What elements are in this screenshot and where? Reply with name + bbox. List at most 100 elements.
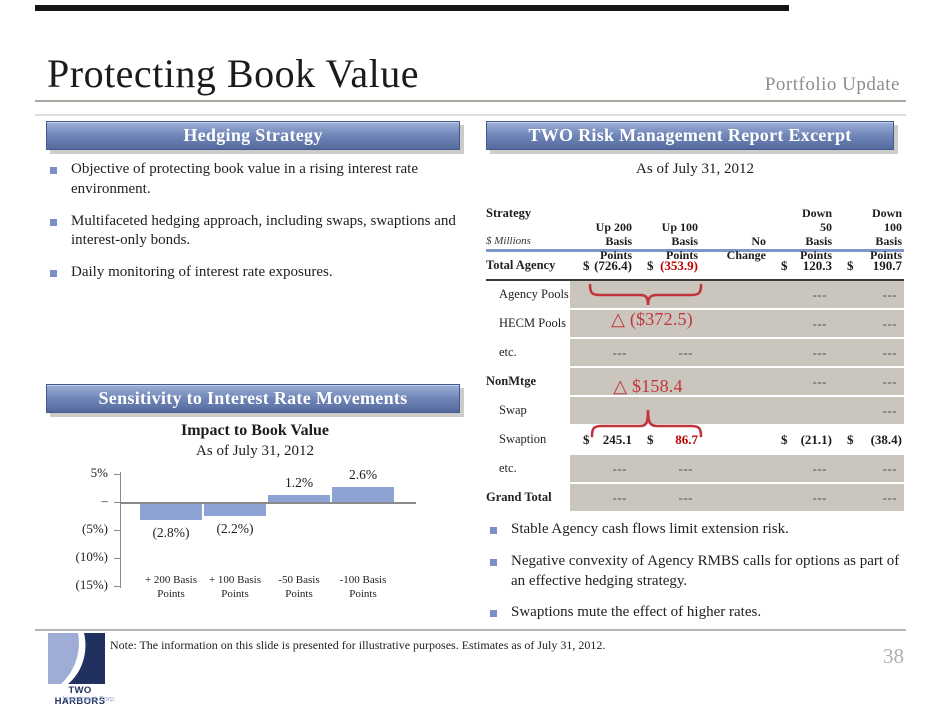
- chart-bar: [332, 487, 394, 502]
- table-corner-header: Strategy $ Millions: [486, 192, 570, 262]
- table-row: NonMtge --- ---: [486, 368, 904, 397]
- logo-name: TWO HARBORS: [54, 685, 106, 705]
- table-cell: [700, 426, 768, 453]
- column-header: Down 100 Basis Points: [869, 205, 902, 263]
- cell-value: ---: [812, 286, 827, 302]
- bullet-text: Negative convexity of Agency RMBS calls …: [511, 552, 900, 589]
- table-cell: ---: [834, 484, 904, 511]
- row-label: etc.: [499, 461, 517, 475]
- table-cell: ---: [768, 368, 834, 395]
- y-tick-label: (10%): [75, 549, 109, 564]
- y-tick-label: –: [101, 493, 109, 508]
- table-cell: [700, 397, 768, 424]
- y-tick-mark: [114, 586, 120, 587]
- table-cell: ---: [834, 397, 904, 424]
- hedging-bullet-list: Objective of protecting book value in a …: [50, 160, 462, 295]
- bullet-square-icon: [490, 558, 497, 566]
- table-cell: [570, 310, 634, 337]
- bullet-text: Objective of protecting book value in a …: [71, 161, 418, 197]
- row-label: Grand Total: [486, 490, 552, 504]
- table-cell: ---: [834, 368, 904, 395]
- dollar-sign: $: [781, 431, 788, 447]
- y-tick-label: 5%: [90, 465, 108, 480]
- table-cell: $120.3: [768, 252, 834, 279]
- chart-bar: [204, 504, 266, 517]
- dollar-sign: $: [781, 257, 788, 273]
- cell-value: ---: [882, 315, 897, 331]
- table-cell: [768, 397, 834, 424]
- table-row: Grand Total --- --- --- ---: [486, 484, 904, 513]
- top-accent-bar: [35, 5, 789, 11]
- table-cell: [570, 397, 634, 424]
- table-row: HECM Pools --- ---: [486, 310, 904, 339]
- y-tick-mark: [114, 502, 120, 503]
- chart-subtitle: As of July 31, 2012: [196, 443, 314, 459]
- logo-mark-icon: [48, 633, 105, 684]
- as-of-label: As of July 31, 2012: [636, 161, 754, 177]
- table-row: etc. --- --- --- ---: [486, 455, 904, 484]
- x-axis-line: [120, 502, 416, 504]
- row-label: etc.: [499, 345, 517, 359]
- cell-value: (353.9): [660, 257, 698, 273]
- annotation-label: △ $158.4: [613, 376, 683, 396]
- table-cell: ---: [634, 339, 700, 366]
- cell-value: ---: [882, 344, 897, 360]
- dollar-sign: $: [847, 431, 854, 447]
- table-cell: [634, 368, 700, 395]
- table-cell: $ (353.9): [634, 252, 700, 279]
- cell-value: ---: [612, 489, 627, 505]
- table-cell: ---: [634, 455, 700, 482]
- y-tick-mark: [114, 558, 120, 559]
- y-axis-line: [120, 472, 121, 588]
- table-cell: ---: [768, 455, 834, 482]
- table-cell: $190.7: [834, 252, 904, 279]
- cell-value: ---: [678, 489, 693, 505]
- cell-value: (38.4): [870, 431, 902, 447]
- table-cell: [700, 455, 768, 482]
- strategy-header: Strategy: [486, 206, 532, 221]
- bar-value-label: (2.8%): [152, 524, 190, 540]
- chart-bar: [268, 495, 330, 502]
- annotation-label: △ ($372.5): [611, 309, 693, 329]
- dollar-sign: $: [647, 431, 654, 447]
- list-item: Swaptions mute the effect of higher rate…: [490, 603, 906, 623]
- title-divider-light: [35, 114, 906, 116]
- dollar-sign: $: [583, 257, 590, 273]
- table-cell: [570, 281, 634, 308]
- risk-report-banner: TWO Risk Management Report Excerpt: [486, 121, 894, 150]
- table-cell: ---: [834, 281, 904, 308]
- cell-value: 190.7: [872, 257, 902, 273]
- cell-value: 120.3: [802, 257, 832, 273]
- cell-value: ---: [812, 373, 827, 389]
- list-item: Stable Agency cash flows limit extension…: [490, 520, 906, 540]
- column-header: Up 200 Basis Points: [595, 219, 632, 263]
- bullet-square-icon: [50, 270, 57, 278]
- table-cell: [700, 339, 768, 366]
- cell-value: 86.7: [675, 431, 698, 447]
- y-tick-label: (5%): [82, 521, 108, 536]
- table-cell: [634, 310, 700, 337]
- millions-header: $ Millions: [486, 235, 531, 248]
- table-cell: ---: [834, 455, 904, 482]
- y-tick-mark: [114, 474, 120, 475]
- table-cell: $ (726.4): [570, 252, 634, 279]
- y-tick-mark: [114, 530, 120, 531]
- table-cell: $ (38.4): [834, 426, 904, 453]
- cell-value: ---: [812, 489, 827, 505]
- row-label: Total Agency: [486, 258, 556, 272]
- category-label: + 200 Basis Points: [144, 574, 198, 601]
- table-cell: ---: [768, 339, 834, 366]
- footer-note: Note: The information on this slide is p…: [110, 638, 606, 652]
- list-item: Objective of protecting book value in a …: [50, 160, 462, 200]
- bullet-text: Swaptions mute the effect of higher rate…: [511, 604, 762, 621]
- table-cell: ---: [634, 484, 700, 511]
- company-logo: TWO HARBORS Investment Corp.: [48, 633, 116, 705]
- cell-value: ---: [678, 460, 693, 476]
- table-cell: ---: [834, 310, 904, 337]
- cell-value: (726.4): [594, 257, 632, 273]
- cell-value: ---: [678, 344, 693, 360]
- category-label: + 100 Basis Points: [208, 574, 262, 601]
- row-label: HECM Pools: [499, 316, 567, 330]
- table-row: etc. --- --- --- ---: [486, 339, 904, 368]
- cell-value: ---: [812, 460, 827, 476]
